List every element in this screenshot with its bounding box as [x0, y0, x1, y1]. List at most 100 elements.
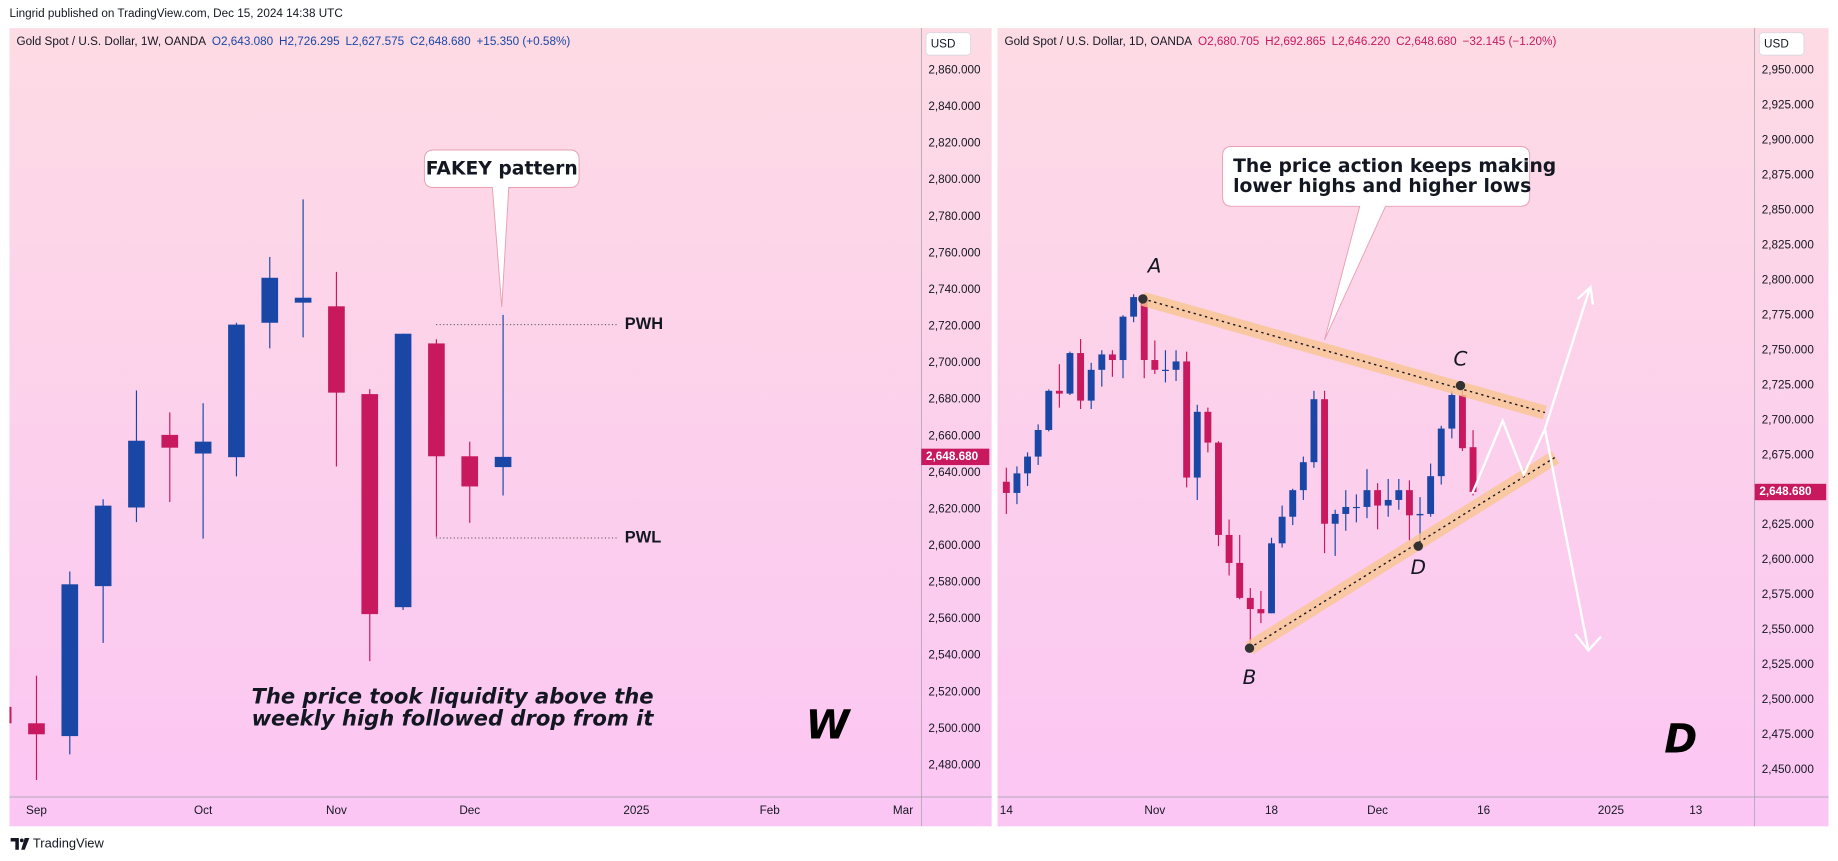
pivot-dot: [1138, 294, 1148, 304]
candle-body: [1087, 369, 1095, 401]
symbol-title: Gold Spot / U.S. Dollar, 1D, OANDA: [1005, 35, 1193, 48]
candle-body: [1363, 490, 1371, 507]
candle-body: [1077, 353, 1085, 401]
y-tick-label: 2,560.000: [928, 612, 981, 625]
pivot-dot: [1413, 541, 1423, 551]
y-tick-label: 2,900.000: [1762, 133, 1815, 146]
y-tick-label: 2,825.000: [1762, 238, 1815, 251]
candle-body: [361, 394, 379, 615]
y-tick-label: 2,620.000: [928, 502, 981, 515]
candle-body: [1331, 513, 1339, 524]
y-tick-label: 2,625.000: [1762, 518, 1815, 531]
y-tick-label: 2,800.000: [928, 173, 981, 186]
candle-body: [1299, 462, 1307, 491]
y-tick-label: 2,740.000: [928, 283, 981, 296]
ohlc-value: L2,627.575: [345, 35, 404, 48]
candle-body: [128, 440, 145, 508]
callout-text: FAKEY pattern: [426, 158, 578, 179]
candle-body: [461, 456, 479, 487]
candle-body: [1215, 442, 1222, 535]
candle-body: [1268, 543, 1275, 614]
candle-body: [1204, 411, 1212, 443]
candle-body: [1289, 490, 1297, 517]
currency-box: [1759, 32, 1805, 56]
y-tick-label: 2,950.000: [1762, 63, 1815, 76]
currency-label: USD: [1764, 38, 1789, 51]
ohlc-value: O2,680.705: [1198, 35, 1260, 48]
x-tick-label: Feb: [760, 804, 781, 817]
candle-body: [428, 343, 445, 457]
x-tick-label: Dec: [1367, 804, 1388, 817]
y-tick-label: 2,450.000: [1762, 763, 1815, 776]
candle-body: [1066, 353, 1074, 394]
candle-body: [1374, 490, 1382, 506]
y-tick-label: 2,550.000: [1762, 623, 1815, 636]
level-label: PWH: [625, 315, 663, 333]
y-tick-label: 2,820.000: [928, 137, 981, 150]
ohlc-value: C2,648.680: [1396, 35, 1457, 48]
y-tick-label: 2,720.000: [928, 320, 981, 333]
candle-body: [1183, 361, 1191, 478]
pivot-dot: [1244, 643, 1255, 653]
x-tick-label: Mar: [893, 804, 913, 817]
candle-body: [1119, 316, 1127, 361]
y-tick-label: 2,600.000: [1762, 553, 1815, 566]
y-tick-label: 2,775.000: [1762, 308, 1815, 321]
candle-body: [1034, 429, 1042, 457]
candle-body: [1310, 399, 1318, 463]
last-price-tag: [921, 448, 990, 466]
x-tick-label: 18: [1265, 804, 1279, 817]
x-tick-label: 2025: [1598, 804, 1625, 817]
pivot-label: A: [1146, 255, 1162, 278]
candle-body: [1236, 562, 1244, 598]
x-tick-label: Dec: [459, 804, 480, 817]
pivot-label: D: [1411, 556, 1426, 579]
candle-body: [1448, 395, 1456, 429]
symbol-title: Gold Spot / U.S. Dollar, 1W, OANDA: [17, 35, 207, 48]
y-tick-label: 2,750.000: [1762, 343, 1815, 356]
candle-body: [1459, 395, 1466, 449]
y-tick-label: 2,725.000: [1762, 378, 1815, 391]
trend-line: [1249, 456, 1556, 649]
pivot-label: C: [1454, 347, 1468, 370]
candle-body: [9, 706, 12, 724]
ohlc-value: −32.145 (−1.20%): [1463, 35, 1557, 48]
candle-body: [1342, 506, 1350, 514]
candle-body: [1024, 456, 1031, 474]
projection-path: [1471, 289, 1591, 494]
callout-text: The price action keeps making: [1233, 156, 1556, 177]
candle-body: [394, 333, 412, 608]
candle-body: [1384, 499, 1392, 506]
y-tick-label: 2,860.000: [928, 63, 981, 76]
x-tick-label: 2025: [623, 804, 650, 817]
y-tick-label: 2,575.000: [1762, 588, 1815, 601]
ohlc-value: H2,692.865: [1265, 35, 1326, 48]
timeframe-label: W: [806, 702, 852, 748]
y-tick-label: 2,660.000: [928, 429, 981, 442]
candle-body: [228, 324, 245, 458]
y-tick-label: 2,760.000: [928, 246, 981, 259]
candle-body: [1151, 360, 1159, 370]
candle-body: [1013, 473, 1021, 493]
y-tick-label: 2,500.000: [928, 722, 981, 735]
candle-body: [1427, 476, 1435, 514]
ohlc-value: C2,648.680: [410, 35, 471, 48]
candle-body: [1140, 297, 1148, 361]
y-tick-label: 2,780.000: [928, 210, 981, 223]
candle-body: [1246, 597, 1254, 610]
currency-box: [925, 32, 971, 56]
y-tick-label: 2,500.000: [1762, 693, 1815, 706]
y-tick-label: 2,680.000: [928, 393, 981, 406]
candle-body: [61, 584, 79, 737]
candle-body: [1045, 390, 1053, 430]
y-tick-label: 2,925.000: [1762, 98, 1815, 111]
y-tick-label: 2,580.000: [928, 576, 981, 589]
publish-header: Lingrid published on TradingView.com, De…: [9, 7, 343, 20]
candle-body: [1469, 447, 1477, 493]
y-tick-label: 2,875.000: [1762, 168, 1815, 181]
candle-body: [1108, 354, 1116, 361]
y-tick-label: 2,800.000: [1762, 273, 1815, 286]
candle-body: [1416, 513, 1424, 516]
